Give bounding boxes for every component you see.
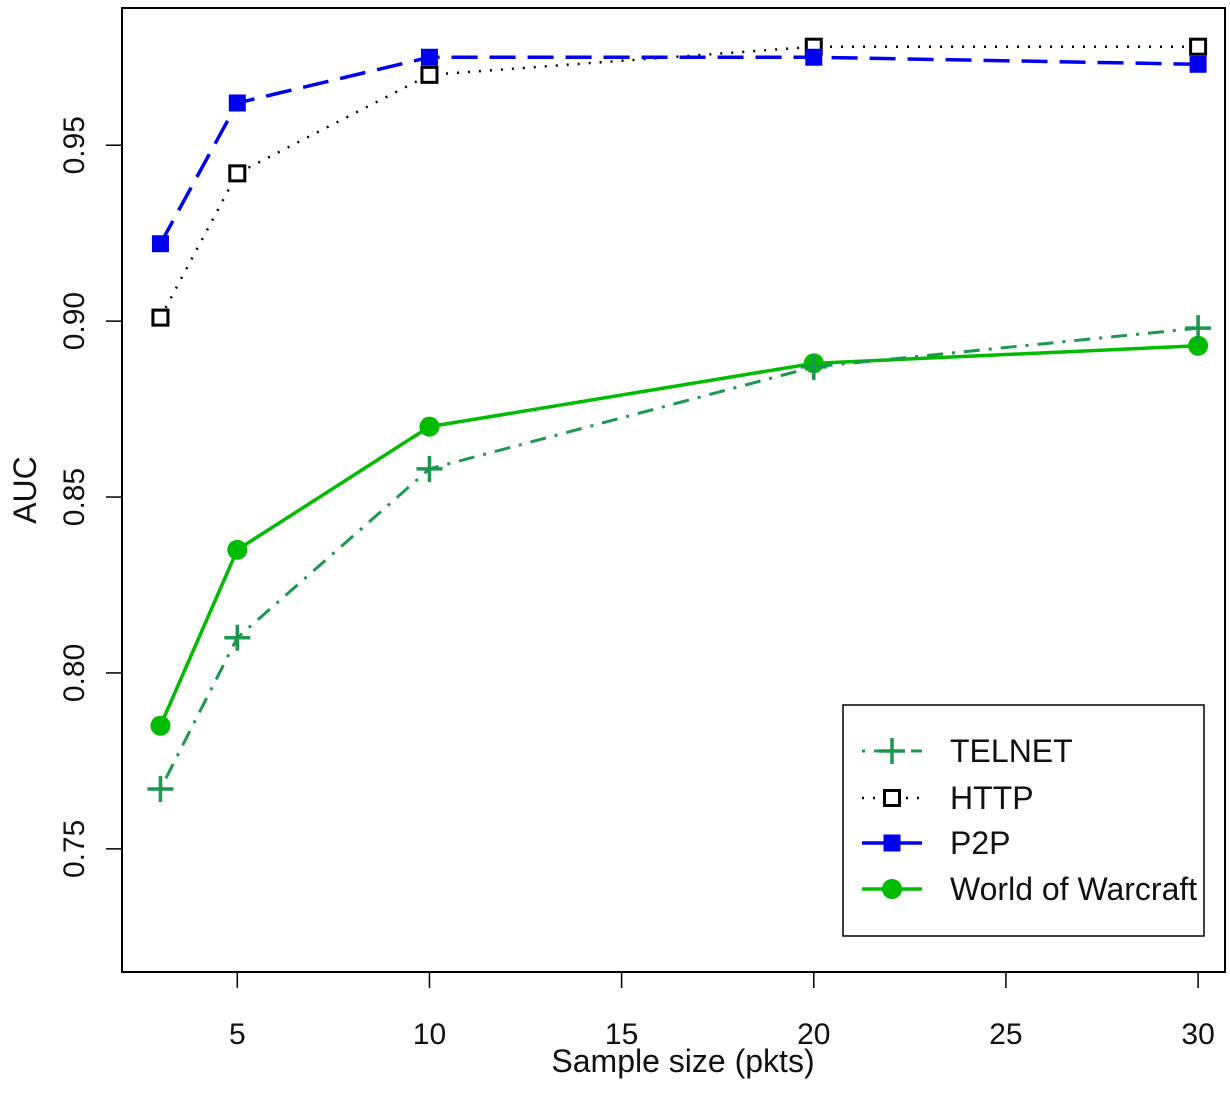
x-axis: 5 10 15 20 25 30	[229, 972, 1215, 1051]
data-point	[151, 235, 169, 253]
data-point	[227, 539, 248, 560]
legend-marker	[883, 834, 901, 852]
data-point	[1189, 37, 1208, 56]
data-point	[419, 416, 440, 437]
data-point	[228, 94, 246, 112]
y-tick-label: 0.85	[58, 468, 91, 526]
series-layer	[147, 37, 1212, 803]
x-axis-title: Sample size (pkts)	[551, 1043, 814, 1079]
data-point	[228, 164, 247, 183]
series-p2p	[151, 48, 1207, 253]
series-world-of-warcraft	[150, 335, 1209, 736]
x-tick-label: 15	[605, 1018, 638, 1051]
x-tick-label: 20	[797, 1018, 830, 1051]
data-point	[151, 308, 170, 327]
legend-label: TELNET	[950, 733, 1073, 769]
legend-label: HTTP	[950, 780, 1034, 816]
legend-box	[842, 704, 1205, 937]
y-axis: 0.75 0.80 0.85 0.90 0.95	[58, 116, 122, 878]
x-tick-label: 30	[1181, 1018, 1214, 1051]
legend-entry: HTTP	[862, 780, 1034, 816]
y-tick-label: 0.90	[58, 292, 91, 350]
legend-entry: TELNET	[862, 733, 1073, 769]
legend: TELNET HTTP P2P World of Warcraft	[842, 704, 1205, 937]
legend-entry: P2P	[862, 825, 1010, 861]
data-point	[420, 48, 438, 66]
data-point	[420, 65, 439, 84]
series-http	[151, 37, 1208, 327]
legend-label: P2P	[950, 825, 1010, 861]
y-tick-label: 0.80	[58, 644, 91, 702]
x-tick-label: 25	[989, 1018, 1022, 1051]
data-point	[800, 353, 827, 380]
data-point	[1189, 55, 1207, 73]
x-tick-label: 10	[413, 1018, 446, 1051]
data-point	[1185, 315, 1212, 342]
data-point	[805, 48, 823, 66]
legend-marker	[883, 789, 901, 807]
y-tick-label: 0.95	[58, 116, 91, 174]
series-telnet	[147, 315, 1212, 803]
data-point	[416, 455, 443, 482]
series-line	[159, 45, 1199, 319]
data-point	[147, 776, 174, 803]
legend-marker	[879, 738, 905, 764]
y-axis-title: AUC	[7, 456, 43, 524]
data-point	[1188, 335, 1209, 356]
y-tick-label: 0.75	[58, 820, 91, 878]
legend-label: World of Warcraft	[950, 871, 1197, 907]
plot-frame	[121, 7, 1226, 973]
data-point	[224, 624, 251, 651]
legend-marker	[882, 879, 902, 899]
series-line	[158, 55, 1199, 245]
legend-entry: World of Warcraft	[862, 871, 1197, 907]
x-tick-label: 5	[229, 1018, 246, 1051]
data-point	[150, 715, 171, 736]
